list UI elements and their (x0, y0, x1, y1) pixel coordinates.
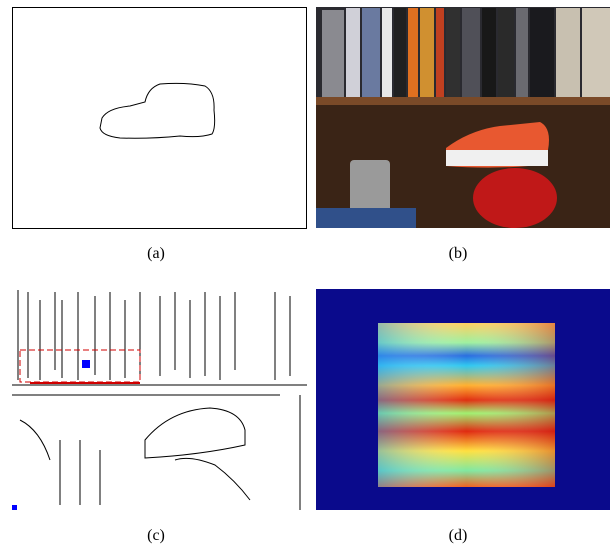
panel-c (12, 289, 307, 510)
shelf (316, 97, 610, 105)
caption: (c) (147, 527, 165, 544)
panel-b (316, 7, 610, 228)
box (316, 208, 416, 228)
figure: (a) (b) (c) (d) (0, 0, 610, 548)
caption: (b) (449, 245, 468, 262)
books (322, 8, 610, 97)
red-ball (473, 168, 557, 228)
panel-a (13, 8, 307, 229)
panel-d (316, 289, 610, 510)
mug (350, 160, 390, 212)
heatmap-shade (378, 323, 555, 487)
shoe-sole (446, 150, 548, 166)
panel-frame (13, 8, 307, 229)
caption: (d) (449, 527, 468, 544)
page: {"captions": ["(a)", "(b)", "(c)", "(d)"… (0, 0, 610, 548)
caption: (a) (147, 245, 165, 262)
